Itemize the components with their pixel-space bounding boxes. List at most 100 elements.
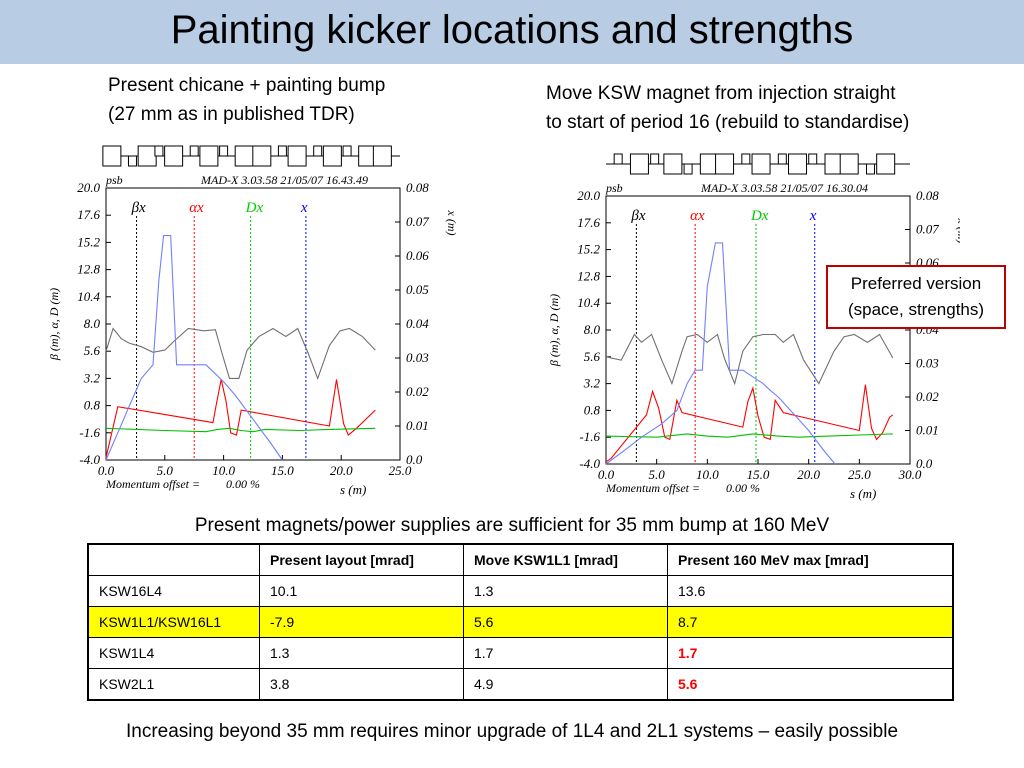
y-tick-label-right: 0.05	[406, 282, 429, 297]
y-tick-label-left: -4.0	[579, 456, 600, 471]
table-cell: 1.3	[463, 575, 668, 607]
lattice-plot-svg: psb MAD-X 3.03.58 21/05/07 16.30.04 20.0 17…	[547, 153, 969, 501]
momentum-offset-label: Momentum offset =	[605, 481, 700, 495]
series-line-x	[605, 242, 836, 465]
plot-frame	[605, 195, 911, 465]
dipole-magnet	[663, 153, 683, 175]
left-caption-line-2: (27 mm as in published TDR)	[108, 104, 355, 125]
y-tick-label-left: 10.4	[577, 295, 600, 310]
machine-label: psb	[605, 181, 623, 195]
right-lattice-plot: psb MAD-X 3.03.58 21/05/07 16.30.04 20.0 17…	[520, 146, 969, 511]
y-tick-label-right: 0.08	[916, 188, 939, 203]
legend-label: Dx	[750, 208, 769, 224]
madx-header: MAD-X 3.03.58 21/05/07 16.43.49	[200, 173, 368, 187]
slide-title: Painting kicker locations and strengths	[170, 8, 854, 52]
y-tick-label-left: 3.2	[83, 370, 101, 385]
y-tick-label-left: 17.6	[577, 215, 600, 230]
dipole-magnet	[137, 145, 157, 167]
x-axis-label: s (m)	[340, 482, 366, 497]
series-line-x	[105, 235, 283, 461]
quadrupole-magnet	[313, 145, 323, 157]
y-tick-label-right: 0.02	[916, 389, 939, 404]
preferred-line-1: Preferred version	[850, 274, 982, 293]
dipole-magnet	[322, 145, 342, 167]
footer-note: Increasing beyond 35 mm requires minor u…	[125, 721, 899, 742]
quadrupole-magnet	[277, 145, 287, 157]
x-tick-label: 20.0	[330, 463, 353, 478]
dipole-magnet	[164, 145, 184, 167]
madx-header: MAD-X 3.03.58 21/05/07 16.30.04	[700, 181, 868, 195]
quadrupole-magnet	[154, 145, 164, 157]
y-tick-label-right: 0.04	[406, 316, 429, 331]
momentum-offset-label: Momentum offset =	[105, 477, 200, 491]
dipole-magnet	[252, 145, 272, 167]
x-tick-label: 15.0	[271, 463, 294, 478]
x-tick-label: 10.0	[696, 467, 719, 482]
y-axis-label-right: x (m)	[955, 218, 960, 244]
y-tick-label-left: 5.6	[84, 343, 101, 358]
dipole-magnet	[751, 153, 771, 175]
y-tick-label-right: 0.07	[406, 214, 429, 229]
x-tick-label: 5.0	[649, 467, 666, 482]
y-tick-label-left: -4.0	[79, 452, 100, 467]
series-line-alpha	[105, 379, 376, 458]
y-tick-label-right: 0.06	[406, 248, 429, 263]
y-tick-label-right: 0.01	[916, 423, 939, 438]
left-lattice-plot: psb MAD-X 3.03.58 21/05/07 16.43.49 20.0 17…	[40, 138, 480, 510]
y-tick-label-left: 8.0	[84, 316, 101, 331]
table-cell: 4.9	[463, 668, 668, 701]
y-tick-label-right: 0.02	[406, 384, 429, 399]
x-tick-label: 0.0	[98, 463, 115, 478]
y-tick-label-right: 0.03	[406, 350, 429, 365]
y-tick-label-left: 12.8	[577, 268, 600, 283]
y-tick-label-left: 12.8	[77, 262, 100, 277]
table-row: KSW2L1 3.8 4.9 5.6	[87, 668, 954, 701]
x-tick-label: 5.0	[157, 463, 174, 478]
table-row-highlighted: KSW1L1/KSW16L1 -7.9 5.6 8.7	[87, 606, 954, 638]
dipole-magnet	[788, 153, 808, 175]
dipole-magnet	[839, 153, 859, 175]
x-tick-label: 30.0	[898, 467, 922, 482]
table-cell: 10.1	[259, 575, 464, 607]
preferred-line-2: (space, strengths)	[847, 300, 985, 319]
legend-label: αx	[189, 200, 204, 216]
quadrupole-magnet	[613, 153, 623, 165]
y-tick-label-left: 20.0	[77, 180, 100, 195]
series-line-beta	[605, 333, 894, 386]
table-header-cell	[87, 543, 260, 576]
table-row: KSW1L4 1.3 1.7 1.7	[87, 637, 954, 669]
y-tick-label-right: 0.07	[916, 222, 939, 237]
y-tick-label-left: -1.6	[579, 429, 600, 444]
series-line-beta	[105, 327, 376, 380]
x-axis-label: s (m)	[850, 486, 876, 501]
table-cell: -7.9	[259, 606, 464, 638]
quadrupole-magnet	[650, 153, 660, 165]
quadrupole-magnet	[219, 145, 229, 157]
quadrupole-magnet	[189, 145, 199, 157]
quadrupole-magnet	[683, 163, 693, 175]
y-tick-label-left: 5.6	[584, 349, 601, 364]
dipole-magnet	[629, 153, 649, 175]
table-header-cell: Present 160 MeV max [mrad]	[667, 543, 954, 576]
y-tick-label-left: 15.2	[77, 234, 100, 249]
dipole-magnet	[876, 153, 896, 175]
y-tick-label-left: 3.2	[583, 376, 601, 391]
table-cell: KSW2L1	[87, 668, 260, 701]
x-tick-label: 25.0	[389, 463, 412, 478]
x-tick-label: 20.0	[797, 467, 820, 482]
legend-label: βx	[630, 208, 645, 224]
dipole-magnet	[102, 145, 122, 167]
table-cell-limit: 1.7	[667, 637, 954, 669]
table-cell-limit: 5.6	[667, 668, 954, 701]
y-tick-label-left: 8.0	[584, 322, 601, 337]
quadrupole-magnet	[808, 153, 818, 165]
left-caption-line-1: Present chicane + painting bump	[108, 75, 386, 96]
x-tick-label: 10.0	[212, 463, 235, 478]
table-row: KSW16L4 10.1 1.3 13.6	[87, 575, 954, 607]
legend-label: x	[300, 200, 308, 216]
table-cell: 1.7	[463, 637, 668, 669]
legend-label: x	[809, 208, 817, 224]
y-tick-label-right: 0.08	[406, 180, 429, 195]
y-tick-label-left: 15.2	[577, 242, 600, 257]
legend-label: αx	[690, 208, 705, 224]
